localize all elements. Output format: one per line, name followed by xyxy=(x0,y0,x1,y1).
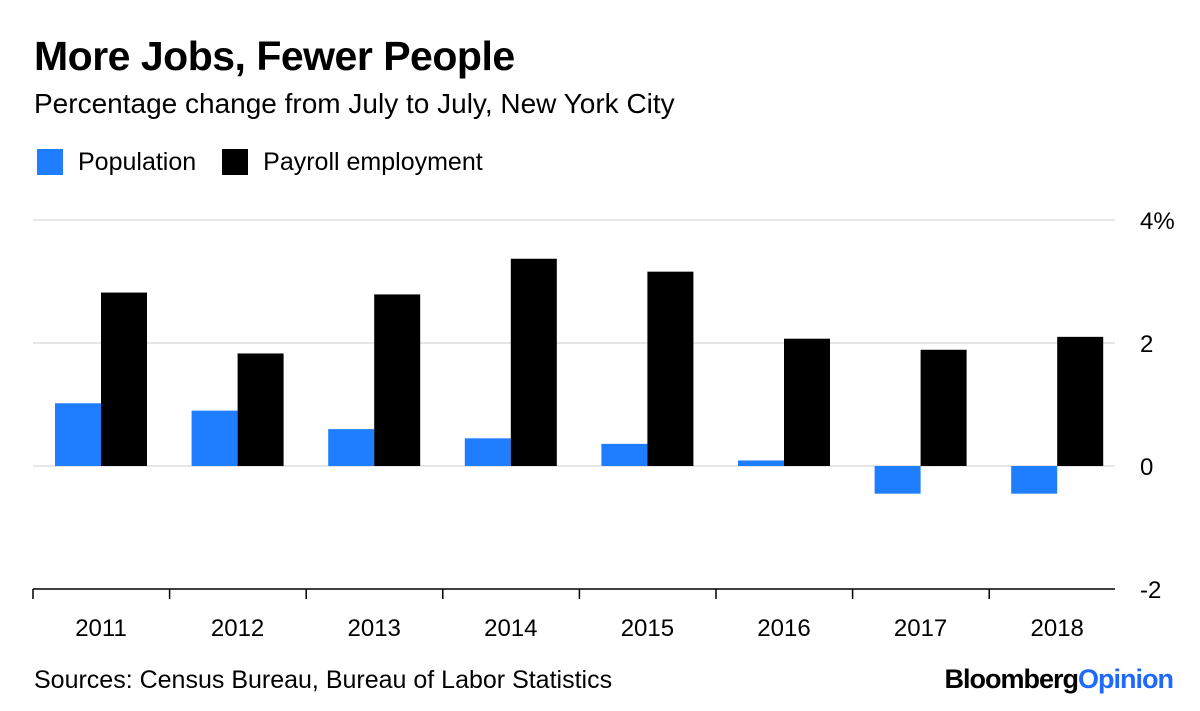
bar-payroll-employment xyxy=(647,271,694,466)
y-tick-label: 4% xyxy=(1140,208,1175,235)
bar-population xyxy=(874,466,921,494)
chart-subtitle: Percentage change from July to July, New… xyxy=(34,88,675,119)
bloomberg-opinion-logo: BloombergOpinion xyxy=(945,666,1174,693)
source-note: Sources: Census Bureau, Bureau of Labor … xyxy=(34,666,613,694)
legend-item-population: Population xyxy=(37,149,196,175)
bar-payroll-employment xyxy=(101,292,147,466)
bar-population xyxy=(55,403,101,466)
legend-label-population: Population xyxy=(78,147,197,176)
legend: Population Payroll employment xyxy=(37,147,509,177)
x-tick-label: 2013 xyxy=(348,615,401,642)
legend-label-payroll-employment: Payroll employment xyxy=(263,147,483,176)
bar-payroll-employment xyxy=(510,258,557,466)
brand-secondary: Opinion xyxy=(1078,664,1174,694)
bar-population xyxy=(738,460,784,466)
legend-swatch-payroll-employment xyxy=(222,149,249,175)
y-tick-label: 2 xyxy=(1140,331,1153,358)
x-tick-label: 2017 xyxy=(894,615,947,642)
x-tick-label: 2015 xyxy=(621,615,674,642)
x-tick-label: 2018 xyxy=(1031,615,1084,642)
bar-population xyxy=(464,438,511,466)
x-tick-label: 2011 xyxy=(75,615,127,642)
bar-population xyxy=(191,410,238,466)
x-tick-label: 2016 xyxy=(757,615,810,642)
x-tick-label: 2014 xyxy=(484,615,537,642)
bar-payroll-employment xyxy=(374,294,421,466)
bar-population xyxy=(328,429,375,466)
brand-primary: Bloomberg xyxy=(944,664,1080,694)
bar-population xyxy=(1011,466,1058,494)
y-tick-label: -2 xyxy=(1140,577,1161,604)
bar-payroll-employment xyxy=(784,338,830,466)
bar-population xyxy=(601,443,648,466)
bar-payroll-employment xyxy=(237,353,284,466)
legend-swatch-population xyxy=(37,149,63,175)
bar-payroll-employment xyxy=(920,349,967,466)
x-tick-label: 2012 xyxy=(211,615,264,642)
bar-payroll-employment xyxy=(1057,336,1104,466)
y-tick-label: 0 xyxy=(1140,454,1153,481)
legend-item-payroll-employment: Payroll employment xyxy=(222,149,483,175)
chart-title: More Jobs, Fewer People xyxy=(34,33,515,79)
